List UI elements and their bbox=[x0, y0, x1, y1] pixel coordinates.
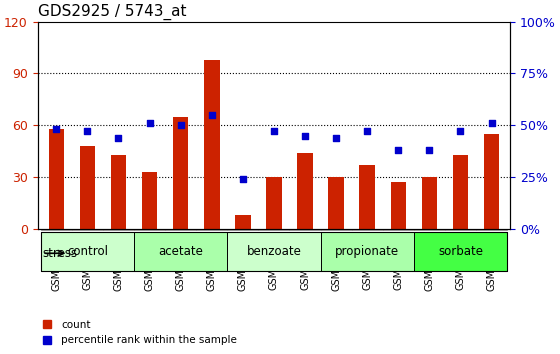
Point bbox=[301, 133, 310, 138]
Text: control: control bbox=[67, 245, 108, 258]
FancyBboxPatch shape bbox=[414, 232, 507, 271]
FancyBboxPatch shape bbox=[290, 229, 320, 230]
Bar bbox=[266, 177, 282, 229]
Point bbox=[332, 135, 340, 141]
Point bbox=[363, 129, 372, 134]
FancyBboxPatch shape bbox=[165, 229, 196, 230]
FancyBboxPatch shape bbox=[320, 232, 414, 271]
Point bbox=[269, 129, 278, 134]
FancyBboxPatch shape bbox=[320, 229, 352, 230]
Text: acetate: acetate bbox=[158, 245, 203, 258]
FancyBboxPatch shape bbox=[196, 229, 227, 230]
FancyBboxPatch shape bbox=[476, 229, 507, 230]
Point bbox=[487, 120, 496, 126]
FancyBboxPatch shape bbox=[445, 229, 476, 230]
Point bbox=[239, 176, 248, 182]
FancyBboxPatch shape bbox=[414, 229, 445, 230]
FancyBboxPatch shape bbox=[41, 229, 72, 230]
Bar bbox=[328, 177, 344, 229]
Text: GDS2925 / 5743_at: GDS2925 / 5743_at bbox=[38, 4, 186, 21]
FancyBboxPatch shape bbox=[352, 229, 382, 230]
Point bbox=[83, 129, 92, 134]
Point bbox=[394, 147, 403, 153]
Text: benzoate: benzoate bbox=[246, 245, 301, 258]
Bar bbox=[80, 146, 95, 229]
FancyBboxPatch shape bbox=[72, 229, 103, 230]
FancyBboxPatch shape bbox=[134, 232, 227, 271]
Point bbox=[52, 126, 61, 132]
Point bbox=[207, 112, 216, 118]
Point bbox=[176, 122, 185, 128]
Bar bbox=[49, 129, 64, 229]
Bar bbox=[360, 165, 375, 229]
Point bbox=[425, 147, 434, 153]
Bar bbox=[235, 215, 251, 229]
Point bbox=[145, 120, 154, 126]
Point bbox=[456, 129, 465, 134]
Point bbox=[114, 135, 123, 141]
Bar bbox=[484, 134, 500, 229]
Bar bbox=[204, 60, 220, 229]
Legend: count, percentile rank within the sample: count, percentile rank within the sample bbox=[38, 316, 241, 350]
Bar bbox=[452, 155, 468, 229]
FancyBboxPatch shape bbox=[382, 229, 414, 230]
FancyBboxPatch shape bbox=[103, 229, 134, 230]
FancyBboxPatch shape bbox=[227, 232, 320, 271]
Bar bbox=[111, 155, 126, 229]
Bar bbox=[390, 182, 406, 229]
FancyBboxPatch shape bbox=[134, 229, 165, 230]
FancyBboxPatch shape bbox=[227, 229, 258, 230]
Text: stress: stress bbox=[43, 247, 77, 260]
FancyBboxPatch shape bbox=[41, 232, 134, 271]
Bar bbox=[142, 172, 157, 229]
Bar bbox=[173, 116, 188, 229]
Bar bbox=[422, 177, 437, 229]
FancyBboxPatch shape bbox=[258, 229, 290, 230]
Text: sorbate: sorbate bbox=[438, 245, 483, 258]
Text: propionate: propionate bbox=[335, 245, 399, 258]
Bar bbox=[297, 153, 313, 229]
